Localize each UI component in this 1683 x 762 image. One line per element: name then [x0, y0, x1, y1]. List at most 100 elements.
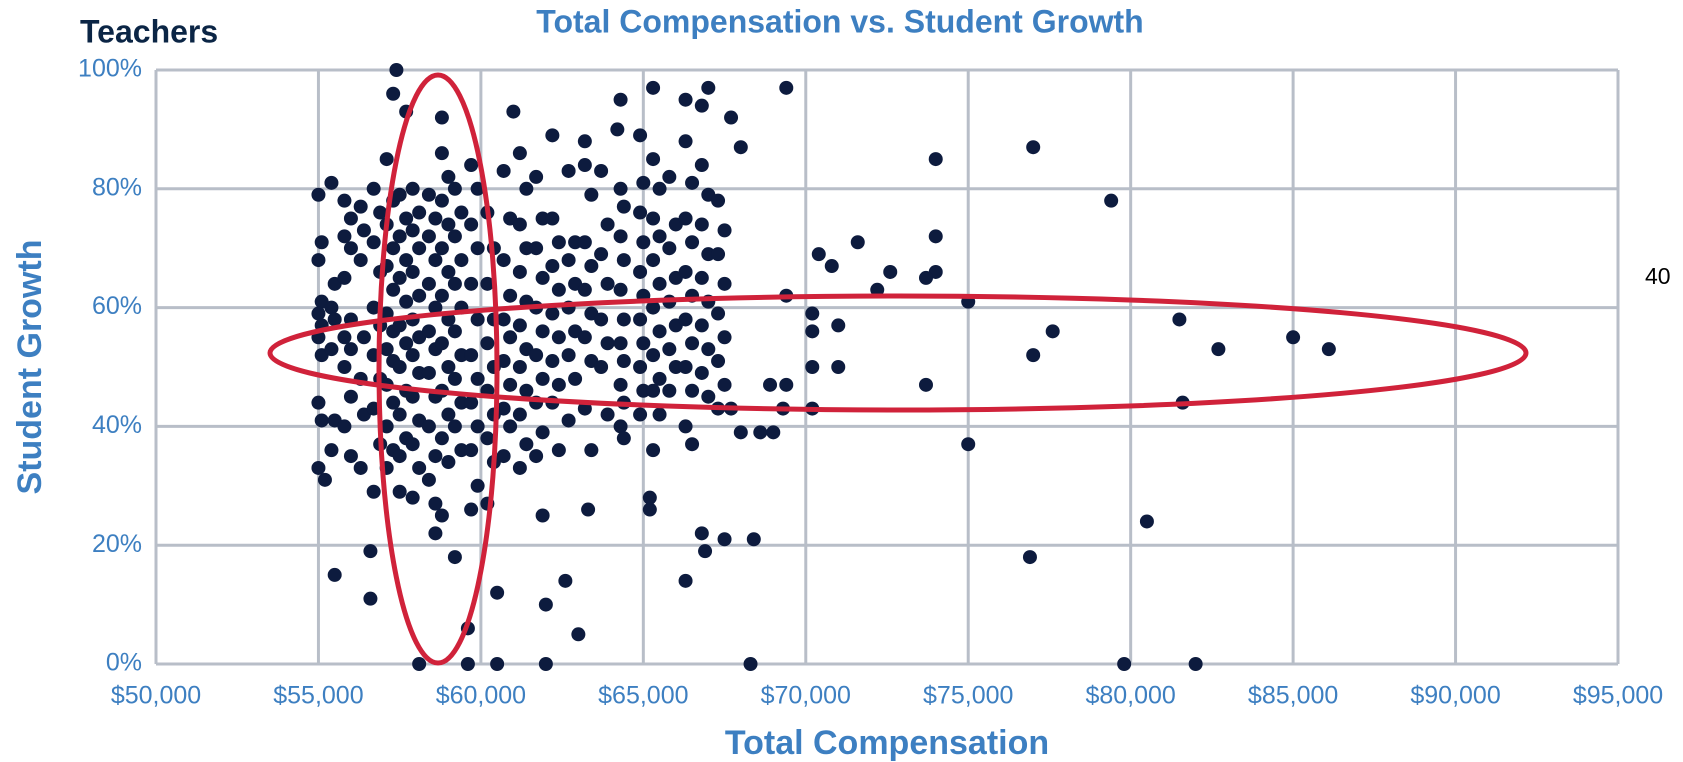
- point: [1211, 342, 1226, 357]
- point: [363, 591, 378, 606]
- point: [561, 413, 576, 428]
- point: [733, 425, 748, 440]
- point: [496, 449, 511, 464]
- point: [652, 276, 667, 291]
- point: [480, 431, 495, 446]
- point: [616, 431, 631, 446]
- point: [633, 205, 648, 220]
- x-tick-label: $75,000: [923, 682, 1013, 710]
- point: [613, 419, 628, 434]
- point: [496, 312, 511, 327]
- point: [600, 217, 615, 232]
- y-tick-label: 20%: [92, 530, 142, 558]
- point: [535, 211, 550, 226]
- point: [399, 336, 414, 351]
- point: [343, 449, 358, 464]
- point: [434, 110, 449, 125]
- point: [870, 282, 885, 297]
- point: [434, 336, 449, 351]
- point: [535, 371, 550, 386]
- point: [428, 449, 443, 464]
- point: [503, 419, 518, 434]
- point: [805, 306, 820, 321]
- point: [490, 585, 505, 600]
- point: [613, 282, 628, 297]
- point: [678, 92, 693, 107]
- point: [701, 247, 716, 262]
- point: [434, 193, 449, 208]
- point: [464, 395, 479, 410]
- point: [428, 253, 443, 268]
- point: [571, 627, 586, 642]
- point: [337, 330, 352, 345]
- point: [412, 365, 427, 380]
- point: [545, 259, 560, 274]
- point: [613, 377, 628, 392]
- point: [428, 211, 443, 226]
- point: [551, 330, 566, 345]
- point: [652, 324, 667, 339]
- point: [577, 235, 592, 250]
- point: [685, 175, 700, 190]
- point: [918, 377, 933, 392]
- point: [454, 205, 469, 220]
- point: [613, 92, 628, 107]
- point: [464, 158, 479, 173]
- x-tick-label: $90,000: [1410, 682, 1500, 710]
- highlight-ellipse: [267, 293, 1529, 413]
- point: [652, 371, 667, 386]
- point: [694, 526, 709, 541]
- point: [724, 110, 739, 125]
- point: [327, 312, 342, 327]
- point: [733, 140, 748, 155]
- point: [551, 282, 566, 297]
- point: [1172, 312, 1187, 327]
- point: [662, 383, 677, 398]
- point: [405, 437, 420, 452]
- point: [616, 312, 631, 327]
- point: [454, 348, 469, 363]
- point: [353, 253, 368, 268]
- point: [454, 443, 469, 458]
- point: [470, 419, 485, 434]
- point: [824, 259, 839, 274]
- point: [646, 443, 661, 458]
- point: [512, 360, 527, 374]
- point: [529, 348, 544, 363]
- point: [366, 484, 381, 499]
- highlight-ellipse: [376, 72, 500, 666]
- point: [373, 205, 388, 220]
- point: [379, 152, 394, 167]
- point: [717, 532, 732, 547]
- point: [464, 502, 479, 517]
- point: [613, 181, 628, 196]
- point: [519, 181, 534, 196]
- point: [412, 288, 427, 303]
- point: [421, 276, 436, 291]
- point: [311, 253, 326, 268]
- point: [584, 259, 599, 274]
- point: [1045, 324, 1060, 339]
- point: [343, 389, 358, 404]
- point: [421, 419, 436, 434]
- point: [633, 407, 648, 422]
- point: [324, 443, 339, 458]
- point: [646, 348, 661, 363]
- point: [918, 270, 933, 285]
- point: [685, 383, 700, 398]
- y-axis-label: Student Growth: [11, 240, 49, 495]
- point: [545, 211, 560, 226]
- y-tick-label: 40%: [92, 411, 142, 439]
- point: [701, 80, 716, 95]
- point: [662, 241, 677, 256]
- point: [386, 86, 401, 101]
- point: [434, 508, 449, 523]
- point: [763, 377, 778, 392]
- point: [405, 389, 420, 404]
- point: [392, 407, 407, 422]
- point: [421, 229, 436, 244]
- point: [392, 484, 407, 499]
- point: [545, 354, 560, 369]
- point: [421, 472, 436, 487]
